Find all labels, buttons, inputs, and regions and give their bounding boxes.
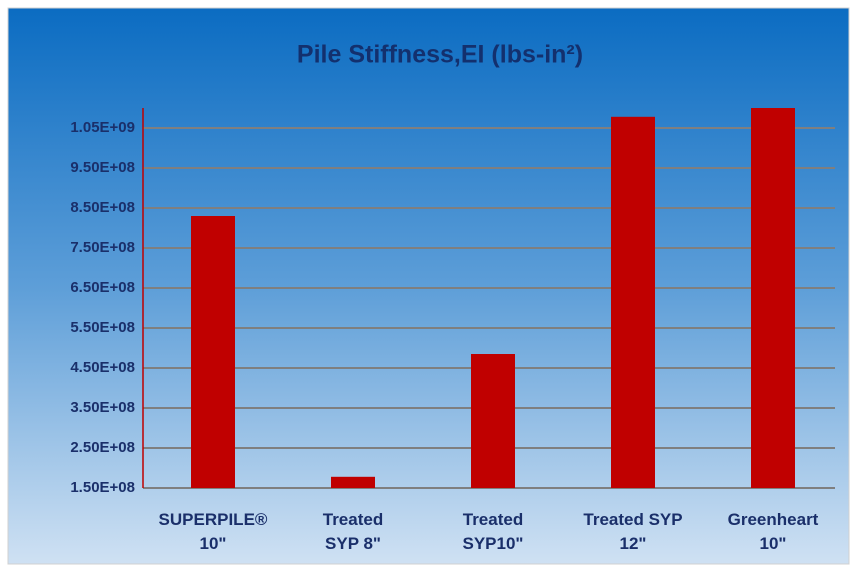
bar <box>191 216 235 488</box>
x-tick-label: Treated SYP10" <box>462 510 524 553</box>
y-tick-label: 8.50E+08 <box>70 199 135 216</box>
y-tick-label: 6.50E+08 <box>70 279 135 296</box>
x-tick-label: Treated SYP 12" <box>583 510 683 553</box>
y-tick-label: 1.05E+09 <box>70 119 135 136</box>
y-tick-label: 7.50E+08 <box>70 239 135 256</box>
y-tick-label: 4.50E+08 <box>70 359 135 376</box>
y-tick-label: 9.50E+08 <box>70 159 135 176</box>
y-tick-label: 2.50E+08 <box>70 439 135 456</box>
x-tick-label: SUPERPILE® 10" <box>158 510 268 553</box>
bar <box>331 476 375 488</box>
bar <box>471 354 515 488</box>
y-tick-label: 3.50E+08 <box>70 399 135 416</box>
chart-background <box>7 7 850 565</box>
y-tick-label: 1.50E+08 <box>70 479 135 496</box>
y-tick-label: 5.50E+08 <box>70 319 135 336</box>
x-tick-label: Greenheart 10" <box>727 510 819 553</box>
chart-title: Pile Stiffness,EI (lbs-in²) <box>297 41 583 69</box>
bar <box>611 116 655 489</box>
x-tick-label: Treated SYP 8" <box>322 510 384 553</box>
bar <box>751 108 795 488</box>
